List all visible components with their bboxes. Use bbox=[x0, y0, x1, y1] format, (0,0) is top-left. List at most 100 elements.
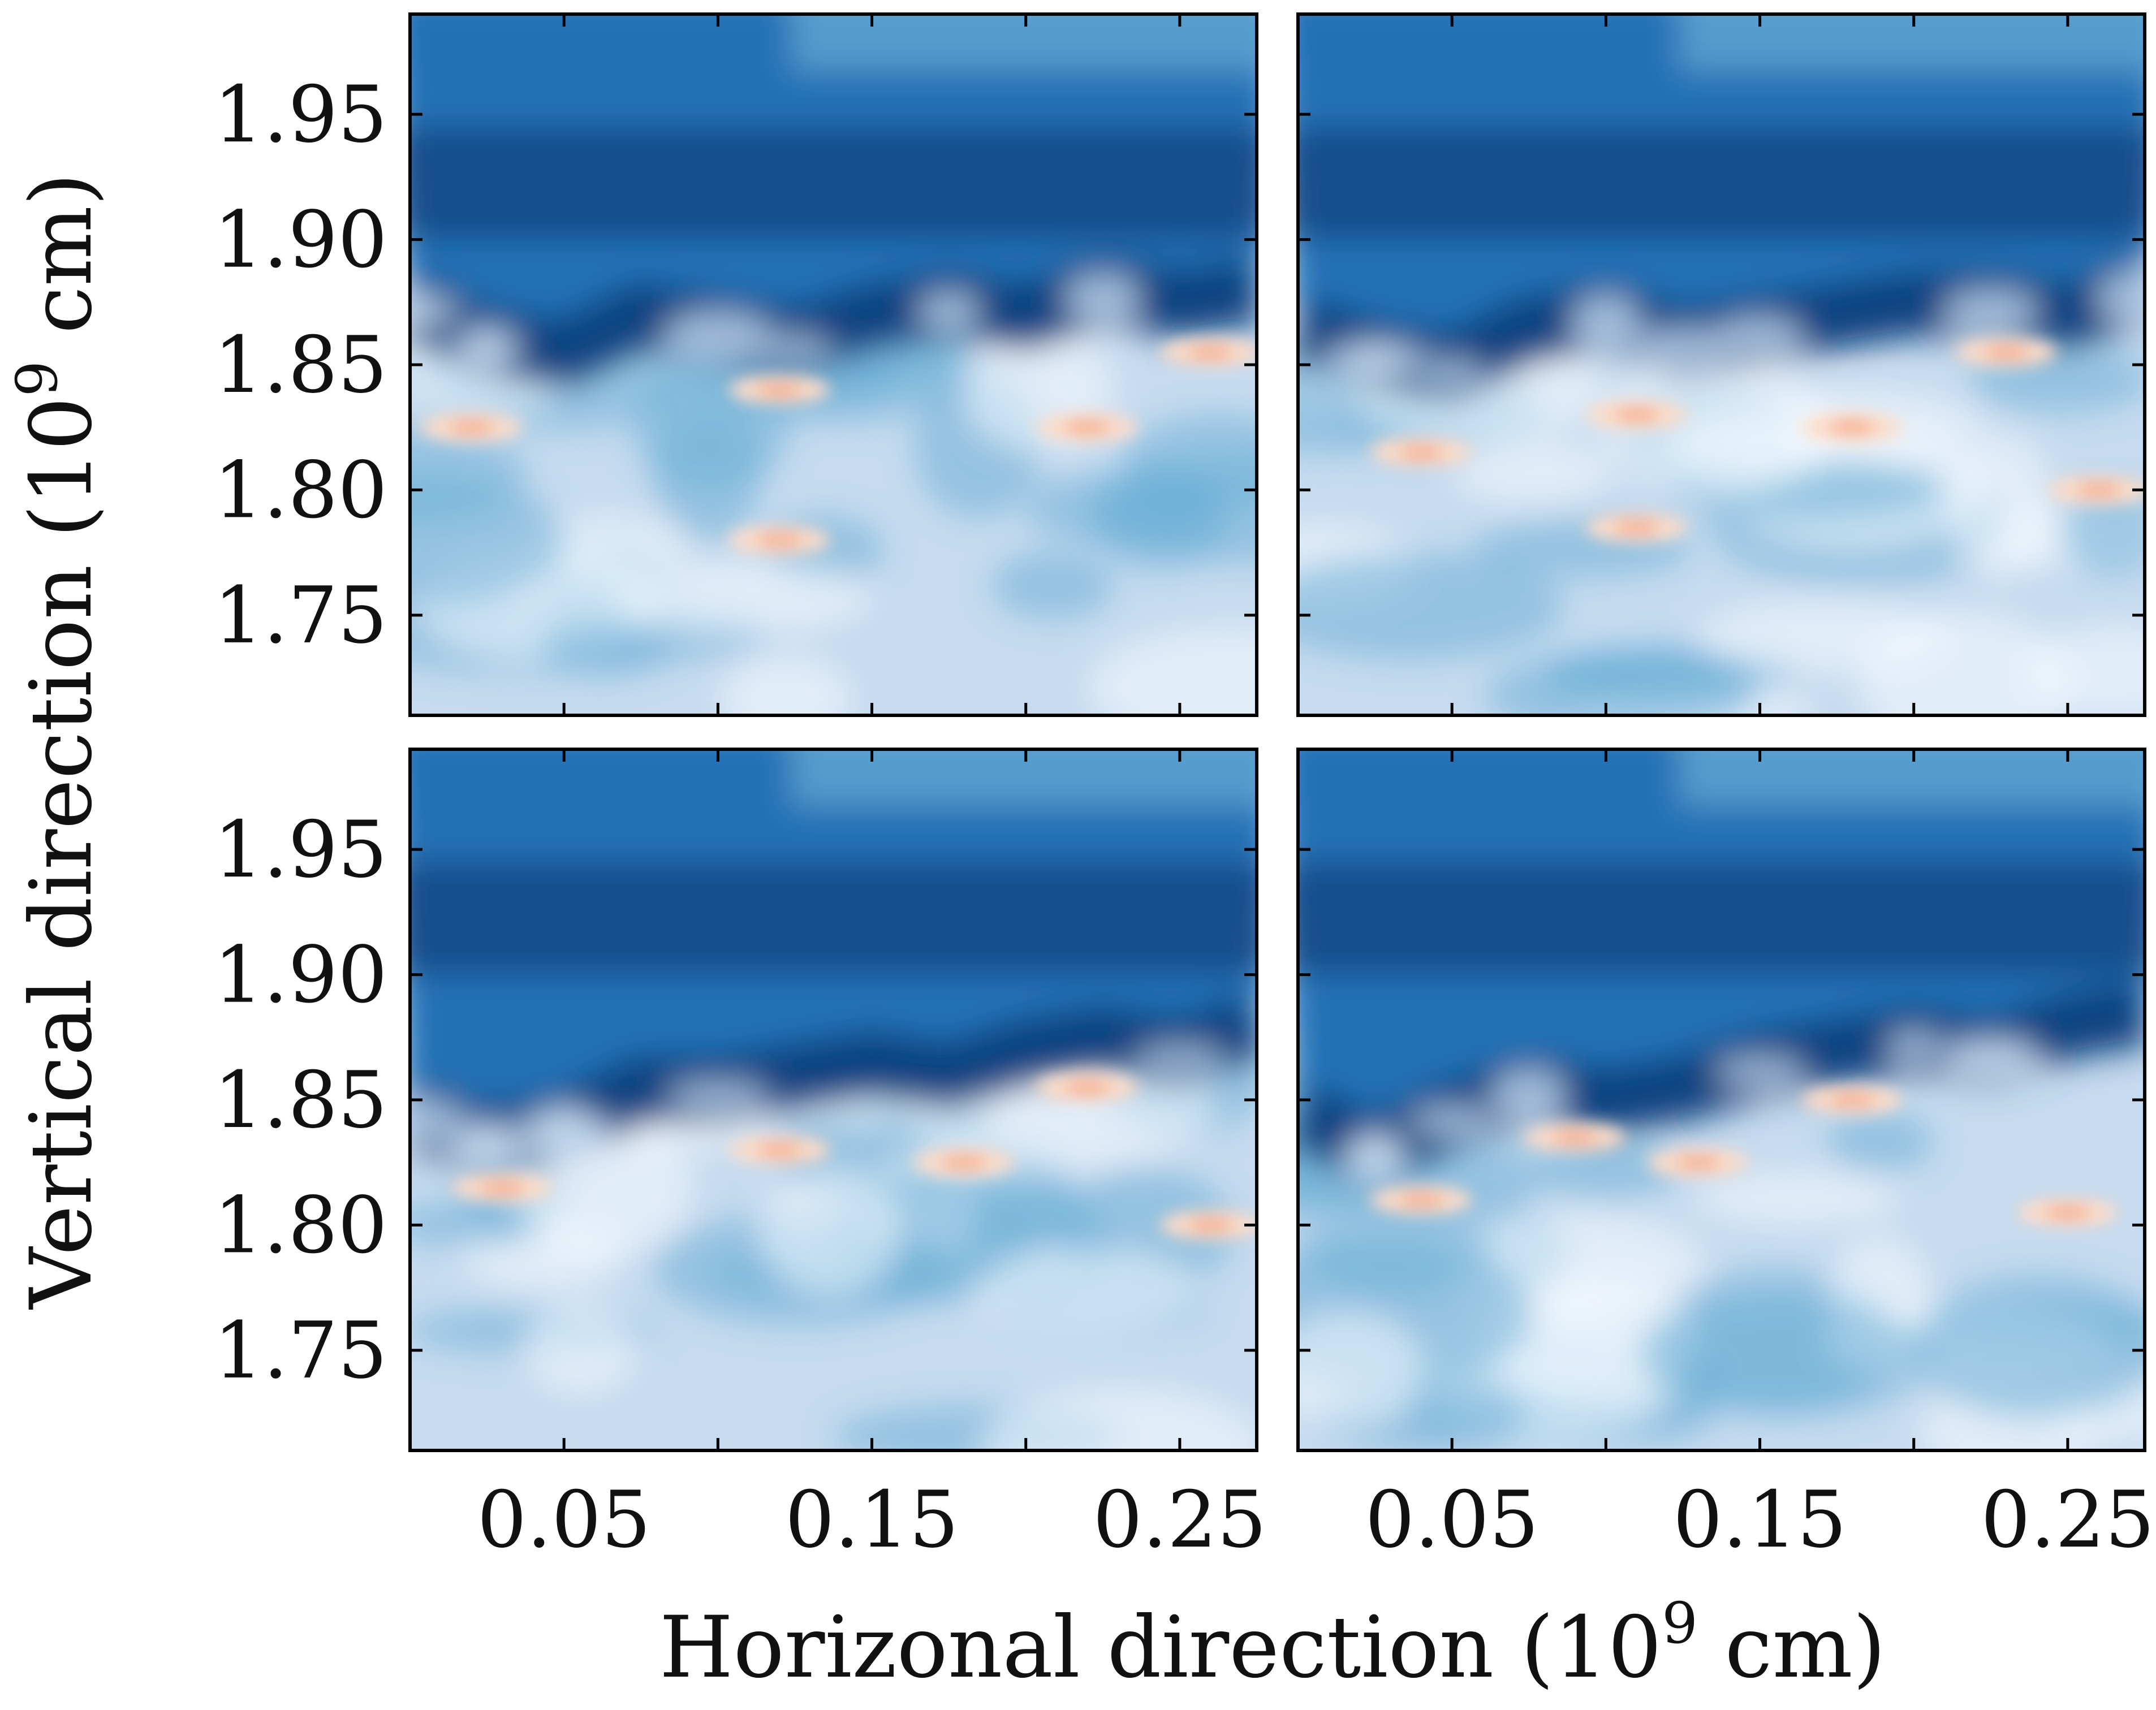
swirl bbox=[2096, 270, 2145, 325]
field-blob bbox=[1485, 651, 1758, 715]
x-tick-labels: 0.05 0.15 0.25 0.05 0.15 0.25 bbox=[477, 1474, 2155, 1565]
y-tick-labels: 1.75 1.80 1.85 1.90 1.95 1.75 1.80 1.85 1.90 1.95 bbox=[214, 69, 387, 1396]
field-blob bbox=[981, 1387, 1257, 1450]
swirl bbox=[1064, 274, 1141, 322]
warm-core bbox=[757, 383, 803, 397]
field-blob bbox=[760, 1170, 902, 1295]
field-blob bbox=[719, 654, 853, 715]
field-blob bbox=[1105, 458, 1257, 564]
swirl bbox=[1943, 290, 2039, 331]
field-blob bbox=[2061, 490, 2145, 576]
y-tick-label: 1.85 bbox=[214, 319, 387, 411]
panel-1-1 bbox=[1298, 749, 2145, 1450]
swirl bbox=[464, 1121, 510, 1170]
swirl bbox=[516, 1111, 611, 1155]
swirl bbox=[663, 312, 773, 359]
warm-core bbox=[1829, 420, 1875, 434]
x-axis-title: Horizonal direction (109 cm) bbox=[659, 1590, 1886, 1697]
y-tick-label: 1.95 bbox=[214, 804, 387, 895]
swirl bbox=[1348, 1132, 1402, 1184]
swirl bbox=[917, 292, 981, 328]
swirl bbox=[666, 1082, 769, 1108]
field-blob bbox=[1298, 552, 1564, 660]
axis-ticks bbox=[410, 14, 2145, 1450]
warm-core bbox=[941, 1155, 987, 1169]
warm-core bbox=[1675, 1155, 1721, 1169]
dark-layer bbox=[410, 127, 1257, 240]
field-blob bbox=[1697, 599, 1948, 673]
y-tick-label: 1.90 bbox=[214, 930, 387, 1021]
x-tick-label: 0.15 bbox=[785, 1474, 959, 1565]
swirl bbox=[1408, 1107, 1496, 1134]
warm-core bbox=[1188, 345, 1234, 359]
warm-core bbox=[757, 533, 803, 547]
x-tick-label: 0.25 bbox=[1093, 1474, 1266, 1565]
field-blob bbox=[972, 1250, 1196, 1331]
swirl bbox=[1322, 343, 1428, 378]
panel-0-1 bbox=[1298, 14, 2145, 715]
warm-core bbox=[1398, 1193, 1444, 1207]
swirl bbox=[1886, 1031, 1942, 1059]
field-blob bbox=[1694, 1171, 1900, 1225]
y-axis-title: Vertical direction (109 cm) bbox=[4, 172, 111, 1310]
warm-core bbox=[1614, 408, 1659, 422]
warm-core bbox=[2076, 483, 2121, 497]
y-tick-label: 1.75 bbox=[214, 1305, 387, 1396]
field-blob bbox=[540, 627, 669, 676]
top-strip bbox=[1679, 749, 2145, 806]
field-blob bbox=[1087, 627, 1257, 715]
x-tick-label: 0.05 bbox=[1365, 1474, 1539, 1565]
top-strip bbox=[1679, 14, 2145, 71]
swirl bbox=[1571, 295, 1641, 351]
field-blob bbox=[523, 1302, 638, 1394]
field-blob bbox=[1637, 1298, 1933, 1417]
swirl bbox=[1631, 329, 1735, 367]
field-blob bbox=[1298, 1314, 1424, 1427]
y-tick-label: 1.95 bbox=[214, 69, 387, 160]
swirl bbox=[1714, 1057, 1806, 1083]
field-blob bbox=[1598, 358, 1831, 494]
y-tick-label: 1.75 bbox=[214, 570, 387, 661]
swirl bbox=[758, 336, 832, 360]
swirl bbox=[1491, 1069, 1567, 1122]
y-tick-label: 1.80 bbox=[214, 444, 387, 536]
warm-core bbox=[1829, 1093, 1875, 1107]
field-blob bbox=[1530, 1138, 1676, 1201]
dark-layer bbox=[1298, 862, 2145, 975]
heatmap-panels bbox=[408, 12, 2146, 1452]
warm-core bbox=[449, 420, 494, 434]
warm-core bbox=[757, 1143, 803, 1157]
warm-core bbox=[2045, 1206, 2090, 1220]
swirl bbox=[450, 334, 524, 361]
field-blob bbox=[1913, 1275, 2145, 1420]
swirl bbox=[410, 1098, 466, 1143]
swirl bbox=[1135, 1046, 1225, 1069]
x-tick-label: 0.25 bbox=[1981, 1474, 2154, 1565]
y-tick-label: 1.80 bbox=[214, 1180, 387, 1271]
warm-core bbox=[480, 1181, 525, 1194]
swirl bbox=[1945, 1046, 2036, 1069]
field-blob bbox=[614, 561, 872, 634]
y-tick-label: 1.90 bbox=[214, 195, 387, 286]
panel-1-0 bbox=[410, 749, 1257, 1450]
warm-core bbox=[1614, 520, 1659, 534]
dark-layer bbox=[1298, 127, 2145, 240]
field-blob bbox=[991, 551, 1114, 619]
swirl bbox=[410, 293, 439, 327]
field-blob bbox=[410, 1201, 544, 1247]
swirl bbox=[1716, 317, 1804, 353]
x-tick-label: 0.15 bbox=[1673, 1474, 1847, 1565]
warm-core bbox=[1983, 345, 2029, 359]
warm-core bbox=[1188, 1218, 1234, 1232]
warm-core bbox=[1064, 420, 1110, 434]
field-blob bbox=[410, 476, 567, 607]
warm-core bbox=[1552, 1130, 1598, 1145]
swirl bbox=[1421, 360, 1483, 385]
top-strip bbox=[791, 749, 1257, 806]
panel-0-0 bbox=[410, 14, 1257, 715]
dark-layer bbox=[410, 862, 1257, 975]
field-blob bbox=[1450, 441, 1614, 503]
warm-core bbox=[1064, 1080, 1110, 1094]
top-strip bbox=[791, 14, 1257, 71]
